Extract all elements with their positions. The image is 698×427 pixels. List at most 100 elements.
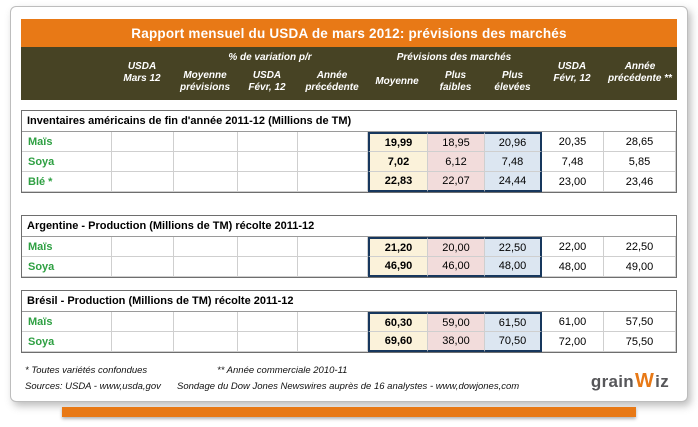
section-bresil: Brésil - Production (Millions de TM) réc…	[21, 290, 677, 353]
cell-usda-fevr-variation	[238, 152, 298, 172]
col-header-annee-precedente: Année précédente **	[608, 61, 672, 84]
footnotes: * Toutes variétés confondues ** Année co…	[25, 361, 519, 393]
section-title-inventaires: Inventaires américains de fin d'année 20…	[22, 111, 676, 132]
cell-usda-fevr: 23,00	[542, 172, 604, 192]
cell-plus-faibles: 38,00	[428, 332, 485, 352]
group-header-previsions: Prévisions des marchés	[396, 52, 512, 63]
row-label: Soya	[22, 332, 112, 352]
section-title-argentine: Argentine - Production (Millions de TM) …	[22, 216, 676, 237]
row-label: Maïs	[22, 312, 112, 332]
row-label: Maïs	[22, 237, 112, 257]
cell-moyenne: 7,02	[368, 152, 428, 172]
footnote-commercial-year: ** Année commerciale 2010-11	[217, 365, 348, 376]
col-header-usda-mars: USDA Mars 12	[123, 61, 161, 84]
logo-text-iz: iz	[655, 371, 669, 391]
cell-usda-mars	[112, 332, 174, 352]
cell-moyenne: 21,20	[368, 237, 428, 257]
logo-w-mark: W	[634, 369, 655, 392]
cell-plus-elevees: 70,50	[485, 332, 542, 352]
section-title-bresil: Brésil - Production (Millions de TM) réc…	[22, 291, 676, 312]
cell-plus-faibles: 6,12	[428, 152, 485, 172]
cell-plus-elevees: 24,44	[485, 172, 542, 192]
row-label: Maïs	[22, 132, 112, 152]
col-header-moyenne: Moyenne	[375, 76, 419, 87]
footnote-line-1: * Toutes variétés confondues ** Année co…	[25, 365, 519, 377]
report-footer: * Toutes variétés confondues ** Année co…	[21, 361, 677, 393]
cell-moyenne-previsions	[174, 152, 238, 172]
cell-annee-precedente: 5,85	[604, 152, 676, 172]
cell-usda-fevr: 72,00	[542, 332, 604, 352]
cell-annee-precedente-variation	[298, 332, 368, 352]
cell-annee-precedente-variation	[298, 172, 368, 192]
cell-plus-faibles: 18,95	[428, 132, 485, 152]
cell-moyenne-previsions	[174, 132, 238, 152]
cell-annee-precedente-variation	[298, 132, 368, 152]
cell-usda-fevr-variation	[238, 312, 298, 332]
cell-annee-precedente-variation	[298, 312, 368, 332]
cell-moyenne: 19,99	[368, 132, 428, 152]
col-header-usda-fevr-variation: USDA Févr, 12	[248, 70, 286, 93]
col-header-moyenne-previsions: Moyenne prévisions	[179, 70, 231, 93]
cell-moyenne-previsions	[174, 237, 238, 257]
cell-usda-fevr-variation	[238, 237, 298, 257]
footnote-survey: Sondage du Dow Jones Newswires auprès de…	[177, 380, 520, 392]
cell-moyenne: 69,60	[368, 332, 428, 352]
cell-moyenne: 22,83	[368, 172, 428, 192]
col-header-plus-faibles: Plus faibles	[439, 70, 472, 93]
cell-annee-precedente: 57,50	[604, 312, 676, 332]
col-header-plus-elevees: Plus élevées	[494, 70, 531, 93]
cell-usda-fevr: 22,00	[542, 237, 604, 257]
cell-moyenne-previsions	[174, 332, 238, 352]
cell-annee-precedente: 75,50	[604, 332, 676, 352]
cell-plus-elevees: 20,96	[485, 132, 542, 152]
cell-moyenne-previsions	[174, 172, 238, 192]
section-inventaires-us: Inventaires américains de fin d'année 20…	[21, 110, 677, 193]
cell-usda-fevr: 48,00	[542, 257, 604, 277]
logo-text-grain: grain	[590, 371, 634, 391]
cell-usda-fevr-variation	[238, 332, 298, 352]
cell-moyenne: 60,30	[368, 312, 428, 332]
cell-annee-precedente: 23,46	[604, 172, 676, 192]
cell-annee-precedente-variation	[298, 237, 368, 257]
cell-moyenne-previsions	[174, 257, 238, 277]
cell-plus-elevees: 48,00	[485, 257, 542, 277]
cell-moyenne-previsions	[174, 312, 238, 332]
grainwiz-logo: grain W iz	[591, 370, 669, 393]
footnote-line-2: Sources: USDA - www,usda,gov Sondage du …	[25, 381, 519, 393]
cell-plus-faibles: 59,00	[428, 312, 485, 332]
cell-moyenne: 46,90	[368, 257, 428, 277]
cell-usda-fevr: 7,48	[542, 152, 604, 172]
cell-usda-mars	[112, 152, 174, 172]
cell-plus-faibles: 20,00	[428, 237, 485, 257]
col-header-annee-precedente-variation: Année précédente	[305, 70, 359, 93]
footnote-varieties: * Toutes variétés confondues	[25, 365, 148, 376]
cell-usda-mars	[112, 312, 174, 332]
row-label: Soya	[22, 152, 112, 172]
cell-usda-mars	[112, 257, 174, 277]
cell-usda-mars	[112, 132, 174, 152]
cell-plus-elevees: 61,50	[485, 312, 542, 332]
row-label: Blé *	[22, 172, 112, 192]
cell-usda-fevr-variation	[238, 257, 298, 277]
cell-annee-precedente: 28,65	[604, 132, 676, 152]
cell-annee-precedente-variation	[298, 257, 368, 277]
cell-usda-fevr: 61,00	[542, 312, 604, 332]
bottom-orange-strip	[62, 406, 636, 417]
section-argentine: Argentine - Production (Millions de TM) …	[21, 215, 677, 278]
cell-usda-fevr-variation	[238, 172, 298, 192]
cell-plus-elevees: 22,50	[485, 237, 542, 257]
cell-usda-fevr: 20,35	[542, 132, 604, 152]
report-title: Rapport mensuel du USDA de mars 2012: pr…	[21, 19, 677, 47]
cell-annee-precedente-variation	[298, 152, 368, 172]
row-label: Soya	[22, 257, 112, 277]
cell-usda-mars	[112, 237, 174, 257]
cell-usda-mars	[112, 172, 174, 192]
cell-annee-precedente: 49,00	[604, 257, 676, 277]
col-header-usda-fevr: USDA Févr, 12	[553, 61, 591, 84]
report-card: Rapport mensuel du USDA de mars 2012: pr…	[10, 6, 688, 402]
cell-annee-precedente: 22,50	[604, 237, 676, 257]
cell-plus-elevees: 7,48	[485, 152, 542, 172]
cell-plus-faibles: 46,00	[428, 257, 485, 277]
cell-usda-fevr-variation	[238, 132, 298, 152]
table-header: USDA Mars 12 % de variation p/r Prévisio…	[21, 47, 677, 100]
